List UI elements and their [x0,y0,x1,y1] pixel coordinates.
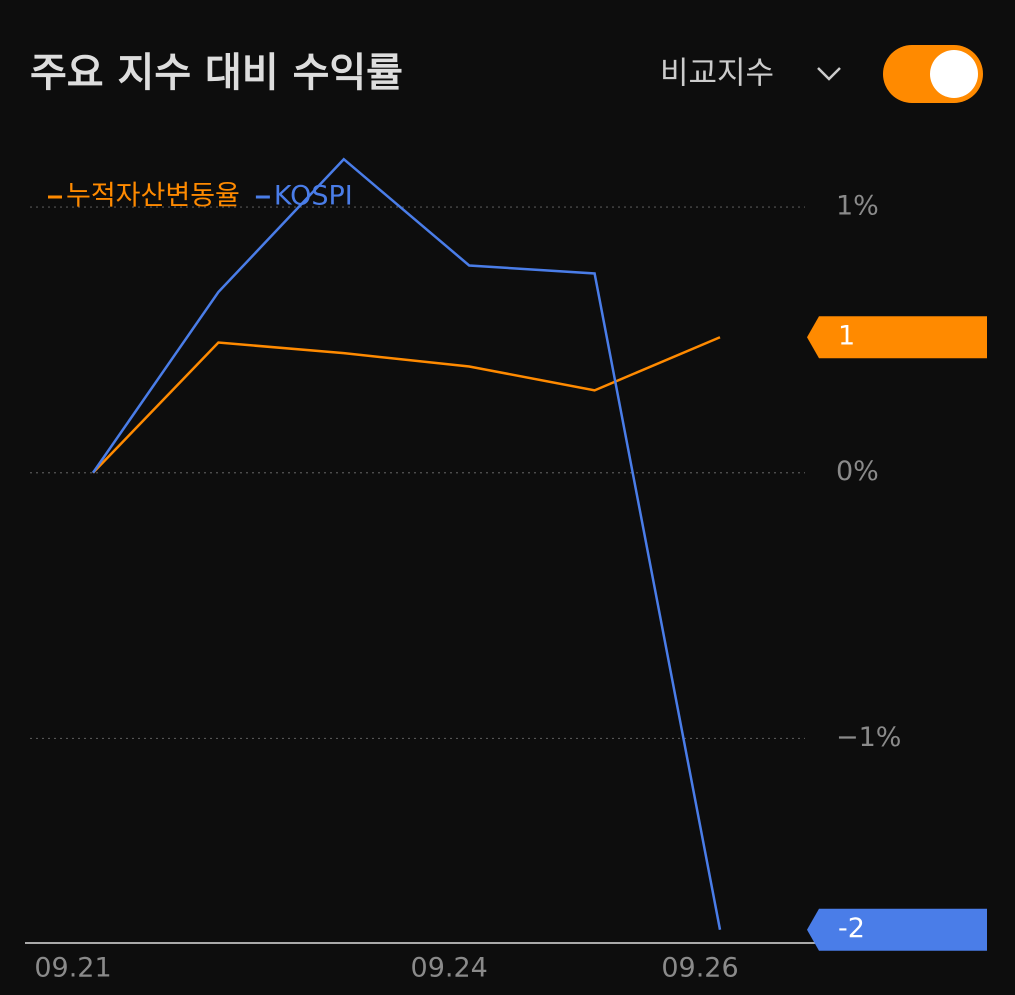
y-tick-label: 0% [836,456,879,487]
value-label: -2 [838,913,865,944]
x-tick-label: 09.24 [411,953,488,984]
title: 주요 지수 대비 수익률 [30,50,403,96]
chevron [817,67,841,81]
x-tick-label: 09.26 [661,953,738,984]
value-label: 1 [838,321,855,352]
y-tick-label: −1% [836,722,901,753]
y-tick-label: 1% [836,191,879,222]
toggle-knob [930,50,978,98]
x-tick-label: 09.21 [34,953,111,984]
compare-dropdown[interactable]: 비교지수 [660,56,774,92]
series-line [91,157,722,930]
series-line [92,336,721,474]
legend-label: 누적자산변동율 [66,181,240,212]
value-badge [807,316,987,359]
legend-label: KOSPI [274,181,353,212]
value-badge [807,908,987,951]
